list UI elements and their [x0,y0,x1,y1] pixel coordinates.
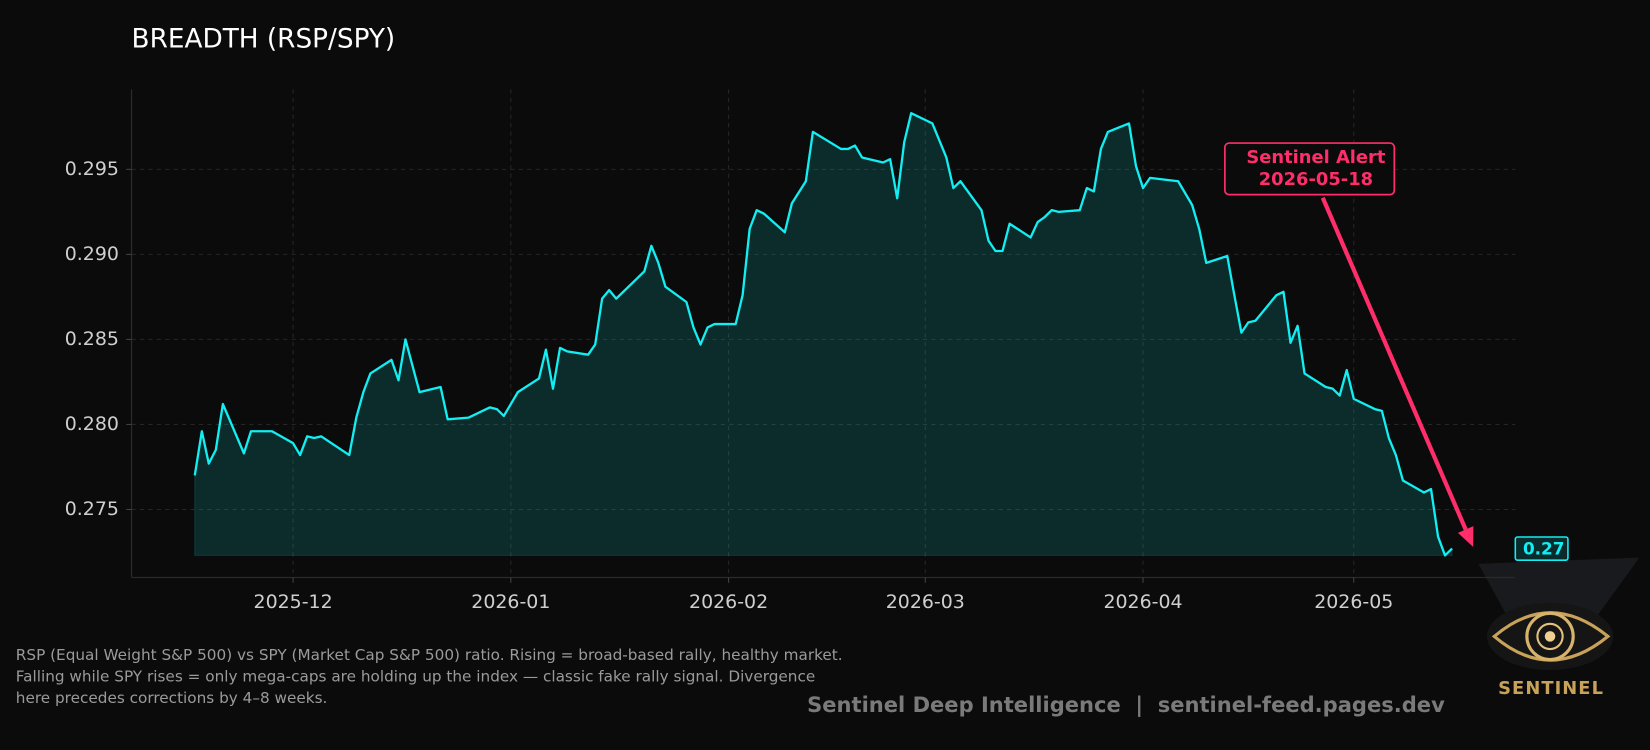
x-tick-label: 2026-05 [1314,591,1393,613]
y-tick-label: 0.275 [65,498,119,520]
footnote: here precedes corrections by 4–8 weeks. [16,689,328,707]
y-tick-label: 0.295 [65,158,119,180]
y-tick-label: 0.280 [65,413,119,435]
logo-text: SENTINEL [1498,678,1604,699]
footer: Sentinel Deep Intelligence | sentinel-fe… [807,692,1445,718]
annotation-text: 2026-05-18 [1259,169,1373,190]
x-tick-label: 2026-04 [1103,591,1182,613]
y-tick-label: 0.285 [65,328,119,350]
x-tick-label: 2026-01 [471,591,550,613]
footnote: RSP (Equal Weight S&P 500) vs SPY (Marke… [16,646,843,664]
end-label: 0.27 [1523,539,1565,559]
annotation-arrowhead [1457,526,1474,547]
logo-eye [1491,611,1611,662]
chart-title: BREADTH (RSP/SPY) [132,24,396,54]
x-tick-label: 2026-03 [886,591,965,613]
end-label-box [1514,536,1569,561]
logo-pupil [1544,631,1556,642]
logo-iris [1525,611,1575,662]
logo-ring [1536,622,1564,651]
annotation-arrow [1320,196,1468,531]
line [193,112,1453,557]
y-tick-label: 0.290 [65,243,119,265]
logo: SENTINEL [1478,557,1640,699]
x-tick-label: 2025-12 [254,591,333,613]
x-tick-label: 2026-02 [689,591,768,613]
annotation-text: Sentinel Alert [1246,147,1386,168]
footnote: Falling while SPY rises = only mega-caps… [16,667,815,685]
annotation-box [1224,142,1396,196]
